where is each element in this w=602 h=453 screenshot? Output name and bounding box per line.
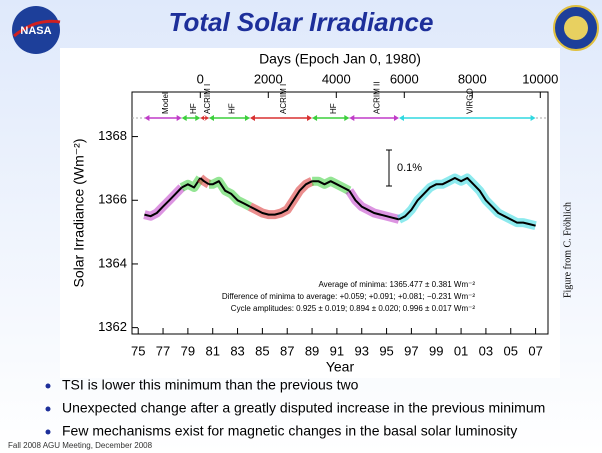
x-tick-label: 87 xyxy=(280,343,294,358)
period-arrowhead xyxy=(208,115,250,121)
bullet-dot xyxy=(45,429,51,435)
period-label: ACRIM I xyxy=(279,84,288,114)
bullet-dot xyxy=(45,383,51,389)
chart: 1362 1364 1366 1368 75 77 79 81 83 85 87 89 91 93 95 97… xyxy=(71,51,574,375)
x2-tick-label: 10000 xyxy=(522,71,558,86)
bullet-dot xyxy=(45,406,51,412)
x2-axis-label: Days (Epoch Jan 0, 1980) xyxy=(259,51,421,67)
series-line xyxy=(199,177,210,186)
x2-tick-label: 4000 xyxy=(322,71,351,86)
series-line xyxy=(181,177,202,189)
x-tick-label: 01 xyxy=(454,343,468,358)
x-tick-label: 81 xyxy=(205,343,219,358)
series-line xyxy=(209,180,251,208)
plot-frame xyxy=(131,91,549,335)
period-arrowhead xyxy=(181,115,201,121)
x2-tick-label: 8000 xyxy=(458,71,487,86)
x-tick-label: 03 xyxy=(479,343,493,358)
x-tick-label: 77 xyxy=(156,343,170,358)
series-line xyxy=(249,180,313,216)
bullet-text: Unexpected change after a greatly disput… xyxy=(62,400,545,416)
right-logo-sun xyxy=(564,16,588,40)
series-line xyxy=(312,180,350,192)
period-label: ACRIM II xyxy=(372,82,381,114)
period-arrowhead xyxy=(200,115,209,121)
bullet-text: TSI is lower this minimum than the previ… xyxy=(62,377,359,393)
nasa-swoosh xyxy=(13,19,61,38)
x2-tick-label: 0 xyxy=(197,71,204,86)
period-arrowhead xyxy=(349,115,399,121)
scale-note: 0.1% xyxy=(397,162,422,174)
nasa-text: NASA xyxy=(20,25,51,37)
x-tick-label: 93 xyxy=(354,343,368,358)
x-tick-label: 83 xyxy=(230,343,244,358)
stat-line: Cycle amplitudes: 0.925 ± 0.019; 0.894 ±… xyxy=(231,304,476,313)
y-tick-label: 1362 xyxy=(98,319,127,334)
period-label: VIRGO xyxy=(465,88,474,114)
nasa-logo xyxy=(12,6,60,54)
y-tick-label: 1368 xyxy=(98,128,127,143)
bullet-text: Few mechanisms exist for magnetic change… xyxy=(62,423,517,439)
x-tick-label: 91 xyxy=(330,343,344,358)
footer: Fall 2008 AGU Meeting, December 2008 xyxy=(8,441,153,450)
stat-line: Difference of minima to average: +0.059;… xyxy=(222,292,475,301)
series-line xyxy=(144,186,183,218)
x-axis-label: Year xyxy=(326,359,355,375)
y-tick-label: 1364 xyxy=(98,255,127,270)
x-tick-label: 75 xyxy=(131,343,145,358)
stat-line: Average of minima: 1365.477 ± 0.381 Wm⁻² xyxy=(318,280,475,289)
period-label: HF xyxy=(329,103,338,114)
period-label: HF xyxy=(189,103,198,114)
x-tick-label: 05 xyxy=(504,343,518,358)
x-tick-label: 79 xyxy=(181,343,195,358)
x2-tick-label: 6000 xyxy=(390,71,419,86)
series-line xyxy=(398,177,536,227)
x-tick-label: 97 xyxy=(404,343,418,358)
x-tick-label: 07 xyxy=(528,343,542,358)
credit: Figure from C. Fröhlich xyxy=(562,202,573,298)
period-label: HF xyxy=(228,103,237,114)
period-label: Model xyxy=(161,92,170,114)
x-tick-label: 95 xyxy=(379,343,393,358)
period-label: ACRIM I xyxy=(203,84,212,114)
x-tick-label: 85 xyxy=(255,343,269,358)
scale-bar xyxy=(386,149,392,187)
chart-panel xyxy=(60,48,560,378)
series-line xyxy=(348,190,400,221)
x-tick-label: 89 xyxy=(305,343,319,358)
x-tick-label: 99 xyxy=(429,343,443,358)
bullets: TSI is lower this minimum than the previ… xyxy=(45,377,545,439)
y-axis-label: Solar Irradiance (Wm⁻²) xyxy=(71,139,87,288)
x2-tick-label: 2000 xyxy=(254,71,283,86)
y-tick-label: 1366 xyxy=(98,192,127,207)
slide-title: Total Solar Irradiance xyxy=(169,7,434,37)
